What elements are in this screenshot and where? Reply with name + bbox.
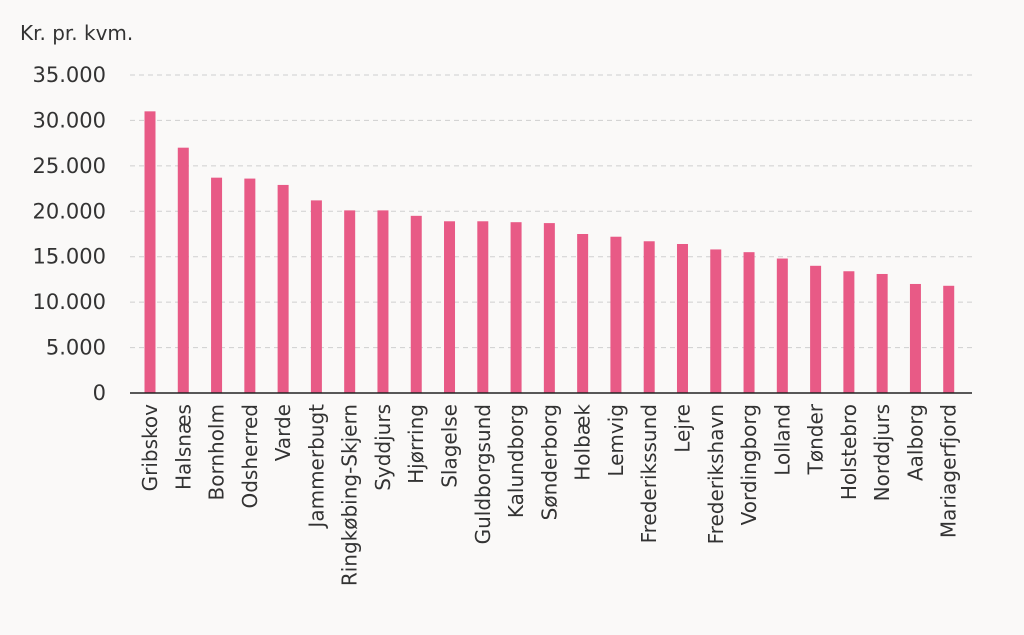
- bars: [144, 111, 955, 393]
- bar: [843, 271, 855, 393]
- x-category-label: Guldborgsund: [471, 404, 495, 544]
- y-tick-label: 20.000: [33, 199, 106, 223]
- y-tick-label: 30.000: [33, 108, 106, 132]
- x-category-label: Lemvig: [604, 404, 628, 477]
- bar: [477, 221, 489, 393]
- x-category-label: Mariagerfjord: [937, 404, 961, 538]
- bar: [943, 285, 955, 393]
- bar: [743, 252, 755, 393]
- x-category-label: Ringkøbing-Skjern: [338, 404, 362, 586]
- bar: [676, 243, 688, 393]
- x-category-label: Holbæk: [571, 404, 595, 481]
- x-category-label: Bornholm: [205, 404, 229, 500]
- bar: [510, 222, 522, 393]
- bar: [810, 265, 822, 393]
- bar: [377, 210, 389, 393]
- y-tick-label: 15.000: [33, 245, 106, 269]
- x-category-label: Slagelse: [438, 404, 462, 488]
- x-axis-category-labels: Gribskov Halsnæs Bornholm Odsherred Varde Jam…: [138, 403, 961, 586]
- x-category-label: Jammerbugt: [304, 404, 328, 530]
- x-category-label: Frederikshavn: [704, 404, 728, 544]
- x-category-label: Vordingborg: [737, 404, 761, 525]
- bar: [410, 215, 422, 393]
- y-tick-label: 0: [93, 381, 106, 405]
- bar: [610, 236, 622, 393]
- y-tick-label: 35.000: [33, 63, 106, 87]
- x-category-label: Lolland: [770, 404, 794, 476]
- x-category-label: Kalundborg: [504, 404, 528, 518]
- bar: [577, 234, 589, 393]
- y-tick-label: 5.000: [46, 336, 106, 360]
- bar: [543, 223, 555, 393]
- x-category-label: Tønder: [804, 403, 828, 475]
- x-category-label: Lejre: [670, 404, 694, 453]
- x-category-label: Odsherred: [238, 404, 262, 509]
- x-category-label: Norddjurs: [870, 404, 894, 501]
- x-category-label: Gribskov: [138, 404, 162, 491]
- bar: [310, 200, 322, 393]
- y-axis-unit-label: Kr. pr. kvm.: [20, 21, 133, 45]
- bar: [643, 241, 655, 393]
- bar: [211, 177, 223, 393]
- bar: [710, 249, 722, 393]
- x-category-label: Varde: [271, 404, 295, 461]
- bar: [177, 147, 189, 393]
- bar: [876, 273, 888, 393]
- x-category-label: Holstebro: [837, 404, 861, 500]
- x-category-label: Sønderborg: [537, 404, 561, 520]
- bar: [909, 283, 921, 393]
- bar: [244, 178, 256, 393]
- x-category-label: Halsnæs: [171, 404, 195, 490]
- bar: [344, 210, 356, 393]
- x-category-label: Syddjurs: [371, 404, 395, 491]
- bar: [776, 258, 788, 393]
- bar: [277, 184, 289, 393]
- x-category-label: Hjørring: [404, 404, 428, 484]
- bar: [144, 111, 156, 393]
- bar: [444, 221, 456, 393]
- y-axis-ticks: 0 5.000 10.000 15.000 20.000 25.000 30.000 35.0…: [33, 63, 106, 405]
- x-category-label: Aalborg: [903, 404, 927, 481]
- y-tick-label: 10.000: [33, 290, 106, 314]
- y-tick-label: 25.000: [33, 154, 106, 178]
- x-category-label: Frederikssund: [637, 404, 661, 543]
